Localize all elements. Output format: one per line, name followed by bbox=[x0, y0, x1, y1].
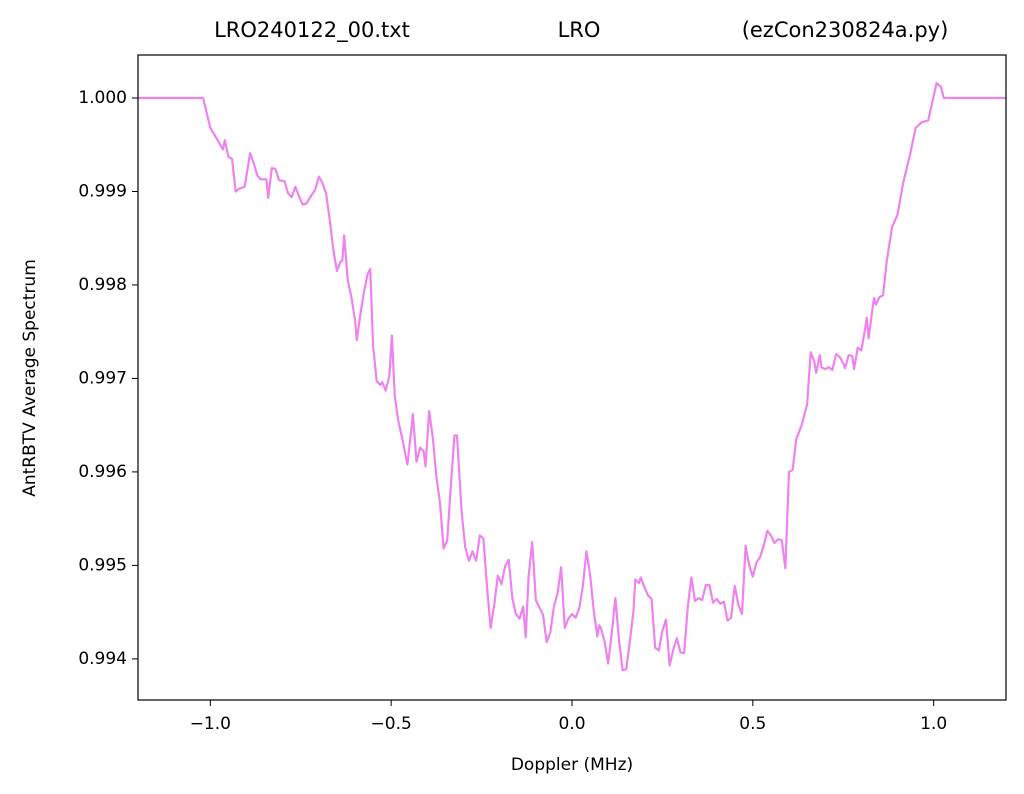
x-tick-label: −1.0 bbox=[190, 714, 231, 734]
chart-title-right: (ezCon230824a.py) bbox=[742, 18, 949, 42]
x-tick-label: 1.0 bbox=[920, 714, 947, 734]
y-tick-label: 0.999 bbox=[78, 181, 127, 201]
y-tick-label: 0.994 bbox=[78, 649, 127, 669]
x-tick-label: 0.5 bbox=[739, 714, 766, 734]
x-tick-label: 0.0 bbox=[558, 714, 585, 734]
y-axis-label: AntRBTV Average Spectrum bbox=[20, 259, 40, 497]
plot-frame bbox=[137, 54, 1007, 701]
data-line bbox=[138, 81, 1006, 672]
chart-title-left: LRO240122_00.txt bbox=[214, 18, 410, 43]
y-tick-label: 0.996 bbox=[78, 462, 127, 482]
y-tick-label: 1.000 bbox=[78, 88, 127, 108]
y-tick-label: 0.997 bbox=[78, 368, 127, 388]
x-axis-label: Doppler (MHz) bbox=[511, 755, 633, 775]
chart-title: LRO bbox=[558, 18, 601, 42]
x-tick-label: −0.5 bbox=[371, 714, 412, 734]
y-tick-label: 0.998 bbox=[78, 275, 127, 295]
y-tick-label: 0.995 bbox=[78, 555, 127, 575]
